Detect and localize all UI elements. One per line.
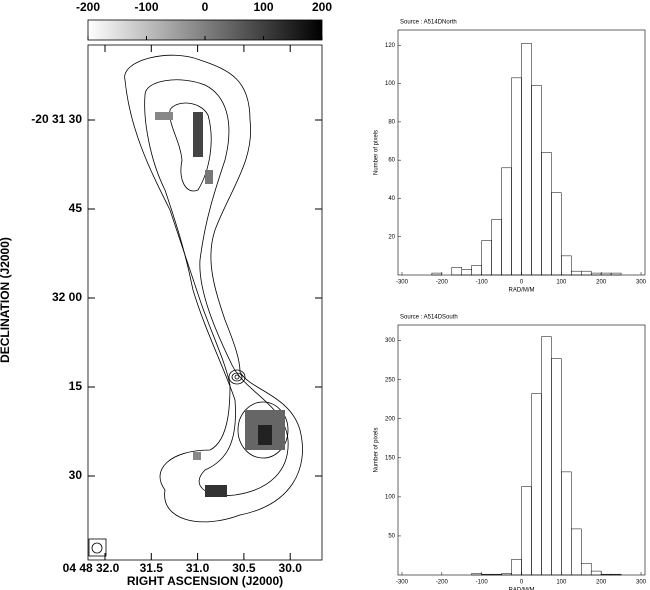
x-tick-label: 200 [596, 580, 607, 586]
rm-pixels [155, 112, 285, 497]
x-tick-label: 30.5 [232, 561, 256, 575]
y-tick-label: 100 [385, 81, 396, 87]
bar [600, 573, 612, 576]
x-tick-label: 300 [636, 580, 647, 586]
x-tick-label: 100 [556, 280, 567, 286]
y-tick-label: 200 [385, 416, 396, 422]
colorbar-tick-label: -100 [134, 0, 158, 14]
bar [561, 471, 572, 576]
y-tick-label: 300 [385, 338, 396, 344]
bar [511, 77, 522, 276]
y-axis-label: Number of pixels [374, 427, 380, 472]
contours [88, 54, 303, 557]
bar [610, 573, 622, 576]
x-tick-label: -300 [396, 280, 409, 286]
y-tick-label: 120 [385, 43, 396, 49]
y-tick-label: 60 [388, 158, 395, 164]
bar [461, 269, 472, 276]
bar [531, 393, 542, 576]
y-tick-label: 80 [388, 119, 395, 125]
bar [451, 267, 462, 276]
bar [531, 85, 542, 276]
y-tick-label: -20 31 30 [31, 112, 82, 126]
colorbar-tick-label: -200 [76, 0, 100, 14]
bar [551, 192, 562, 276]
bar [471, 265, 482, 276]
bar [581, 563, 592, 576]
bar [551, 358, 562, 576]
bar [501, 167, 512, 276]
x-tick-label: 300 [636, 280, 647, 286]
x-tick-label: -300 [396, 580, 409, 586]
x-tick-label: 31.5 [140, 561, 164, 575]
x-tick-label: -200 [436, 280, 449, 286]
bar [590, 570, 602, 576]
colorbar-tick-label: 100 [253, 0, 273, 14]
bar [571, 270, 582, 276]
x-tick-label: 31.0 [186, 561, 210, 575]
bar [541, 152, 552, 276]
x-axis-label: RAD/M/M [509, 588, 535, 590]
bar [511, 559, 522, 576]
bar [571, 528, 582, 576]
y-tick-label: 40 [388, 196, 395, 202]
map-frame [87, 44, 323, 561]
x-tick-label: -200 [436, 580, 449, 586]
bar [481, 240, 492, 276]
x-axis-label: RIGHT ASCENSION (J2000) [127, 574, 283, 588]
bar [581, 270, 592, 276]
x-tick-label: 100 [556, 580, 567, 586]
x-tick-label: 30.0 [279, 561, 303, 575]
bar [481, 573, 492, 576]
bar [431, 272, 443, 276]
bar [610, 272, 622, 276]
y-axis-label: Number of pixels [374, 130, 380, 175]
y-tick-label: 100 [385, 494, 396, 500]
x-tick-label: 0 [520, 280, 524, 286]
bar [501, 573, 512, 576]
chart-title: Source : A514DSouth [400, 315, 458, 321]
colorbar-tick-label: 0 [202, 0, 209, 14]
x-tick-label: 200 [596, 280, 607, 286]
y-tick-label: 30 [69, 468, 83, 482]
chart-title: Source : A514DNorth [400, 20, 457, 26]
bar [521, 486, 532, 576]
bar [491, 573, 502, 576]
y-tick-label: 250 [385, 377, 396, 383]
bar [561, 255, 572, 276]
y-tick-label: 32 00 [52, 290, 82, 304]
bar [491, 219, 502, 276]
y-tick-label: 150 [385, 455, 396, 461]
x-tick-label: -100 [476, 580, 489, 586]
bar [471, 573, 482, 576]
x-tick-label: 04 48 32.0 [63, 561, 120, 575]
y-tick-label: 50 [388, 534, 395, 540]
x-axis-label: RAD/M/M [509, 288, 535, 294]
bar [541, 336, 552, 576]
y-tick-label: 45 [69, 201, 83, 215]
colorbar-tick-label: 200 [312, 0, 332, 14]
y-axis-label: DECLINATION (J2000) [0, 237, 12, 363]
y-tick-label: 20 [388, 234, 395, 240]
y-tick-label: 15 [69, 379, 83, 393]
x-tick-label: -100 [476, 280, 489, 286]
x-tick-label: 0 [520, 580, 524, 586]
bar [521, 43, 532, 276]
